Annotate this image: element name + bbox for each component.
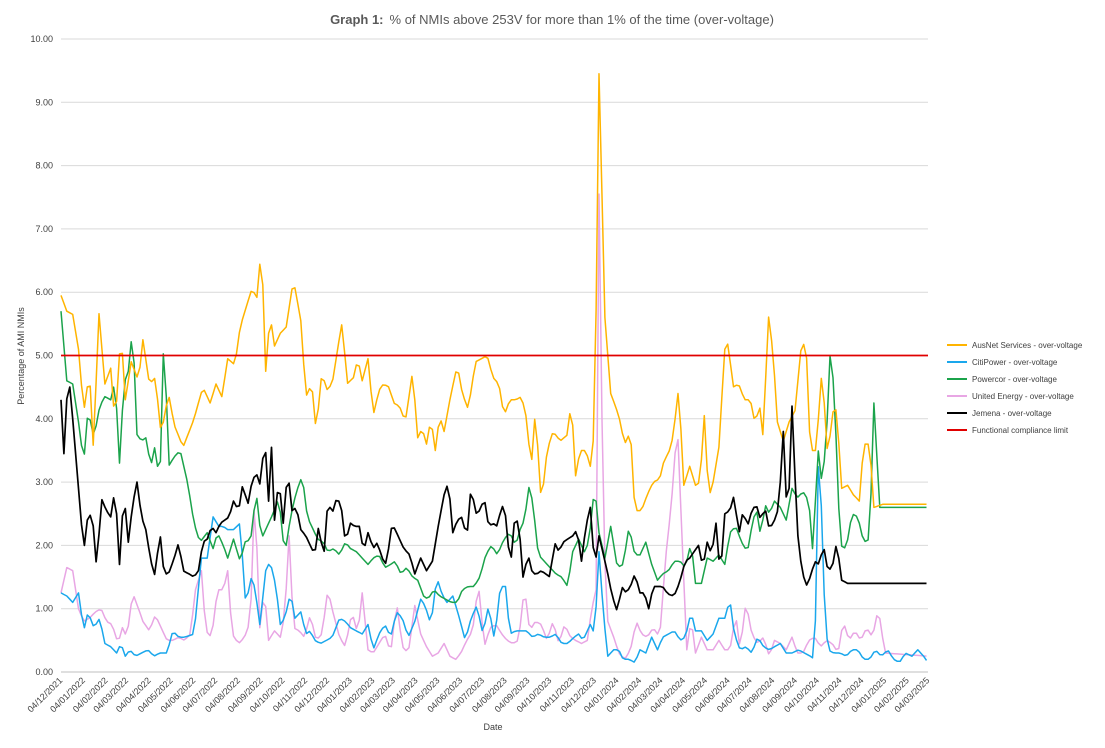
legend: AusNet Services - over-voltage CitiPower … bbox=[947, 341, 1083, 435]
legend-label: United Energy - over-voltage bbox=[972, 392, 1074, 401]
y-tick-label: 0.00 bbox=[35, 667, 53, 677]
legend-label: Jemena - over-voltage bbox=[972, 409, 1052, 418]
y-tick-label: 9.00 bbox=[35, 97, 53, 107]
series-line-4 bbox=[60, 386, 927, 611]
y-tick-label: 1.00 bbox=[35, 604, 53, 614]
chart-title: Graph 1: % of NMIs above 253V for more th… bbox=[330, 12, 774, 27]
x-axis-label: Date bbox=[483, 722, 502, 732]
y-tick-label: 7.00 bbox=[35, 224, 53, 234]
legend-label: Powercor - over-voltage bbox=[972, 375, 1057, 384]
y-tick-label: 8.00 bbox=[35, 161, 53, 171]
y-tick-label: 2.00 bbox=[35, 540, 53, 550]
y-axis-ticks: 0.00 1.00 2.00 3.00 4.00 5.00 6.00 7.00 8.00 9.00… bbox=[30, 34, 53, 677]
series-line-2 bbox=[60, 311, 927, 604]
y-tick-label: 3.00 bbox=[35, 477, 53, 487]
gridlines bbox=[61, 38, 928, 673]
y-tick-label: 4.00 bbox=[35, 414, 53, 424]
legend-label: CitiPower - over-voltage bbox=[972, 358, 1058, 367]
chart-title-text: % of NMIs above 253V for more than 1% of… bbox=[390, 12, 774, 27]
y-axis-label: Percentage of AMI NMIs bbox=[16, 307, 26, 405]
y-tick-label: 10.00 bbox=[30, 34, 53, 44]
chart-title-prefix: Graph 1: bbox=[330, 12, 383, 27]
y-tick-label: 6.00 bbox=[35, 287, 53, 297]
legend-label: Functional compliance limit bbox=[972, 426, 1069, 435]
y-tick-label: 5.00 bbox=[35, 351, 53, 361]
series-lines bbox=[60, 73, 928, 663]
series-line-1 bbox=[60, 466, 928, 663]
legend-label: AusNet Services - over-voltage bbox=[972, 341, 1083, 350]
